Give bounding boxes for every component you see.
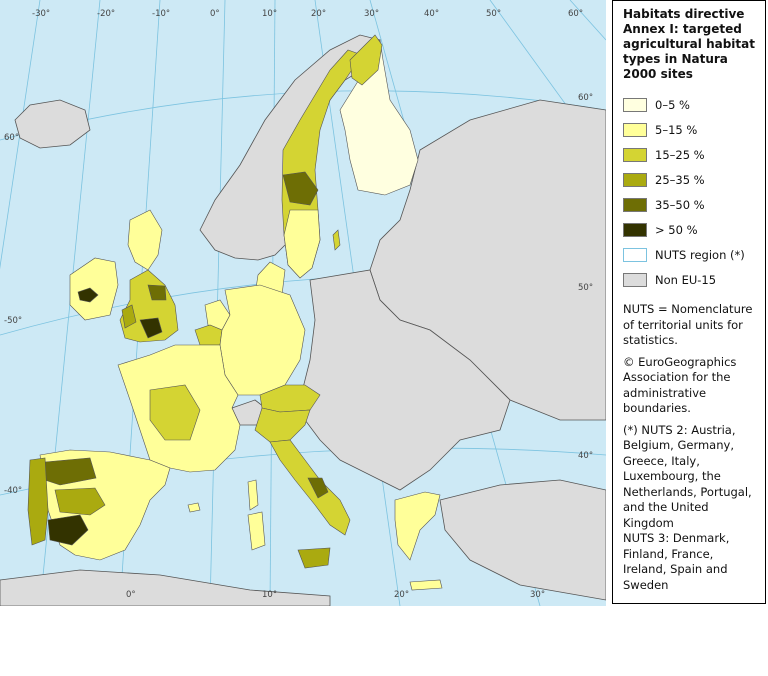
grid-label-left-2: -50° — [4, 316, 22, 326]
legend-swatch — [623, 122, 647, 137]
england-dark — [139, 317, 163, 339]
legend-swatch — [623, 97, 647, 112]
grid-label-top-6: 20° — [311, 9, 326, 19]
legend-row-15-25: 15–25 % — [623, 142, 757, 167]
grid-label-right-2: 50° — [578, 283, 593, 293]
finland — [339, 39, 419, 196]
grid-label-bottom-3: 20° — [394, 590, 409, 600]
note-nuts2: (*) NUTS 2: Austria, Belgium, Germany, G… — [623, 422, 752, 530]
portugal — [27, 457, 49, 546]
legend-label: 25–35 % — [655, 172, 705, 187]
legend-swatch — [623, 147, 647, 162]
grid-label-bottom-2: 10° — [262, 590, 277, 600]
grid-label-top-4: 0° — [210, 9, 220, 19]
italy-north — [254, 407, 311, 443]
france-mid — [149, 384, 201, 441]
grid-label-bottom-4: 30° — [530, 590, 545, 600]
sicily — [297, 547, 331, 569]
spain-central — [54, 487, 106, 516]
ireland — [69, 257, 119, 321]
legend-row-0-5: 0–5 % — [623, 92, 757, 117]
legend-label: 35–50 % — [655, 197, 705, 212]
legend-swatch — [623, 247, 647, 262]
legend-notes: NUTS = Nomenclature of territorial units… — [623, 302, 757, 593]
legend-row-nuts-region: NUTS region (*) — [623, 242, 757, 267]
grid-label-right-3: 40° — [578, 451, 593, 461]
grid-label-top-5: 10° — [262, 9, 277, 19]
grid-label-top-8: 40° — [424, 9, 439, 19]
grid-label-bottom-1: 0° — [126, 590, 136, 600]
grid-label-top-2: -20° — [97, 9, 115, 19]
legend-panel: Habitats directive Annex I: targeted agr… — [612, 0, 766, 604]
legend-label: NUTS region (*) — [655, 247, 745, 262]
grid-label-top-7: 30° — [364, 9, 379, 19]
wales — [121, 304, 137, 329]
legend-swatch — [623, 222, 647, 237]
spain-sw-dark — [47, 514, 89, 546]
balearics — [187, 502, 201, 513]
legend-row-25-35: 25–35 % — [623, 167, 757, 192]
graticule-labels: -30° -20° -10° 0° 10° 20° 30° 40° 50° 60… — [4, 9, 593, 600]
note-copyright: © EuroGeographics Association for the ad… — [623, 354, 737, 416]
sweden-dark — [282, 171, 319, 206]
iceland — [14, 99, 91, 149]
europe-map: -30° -20° -10° 0° 10° 20° 30° 40° 50° 60… — [0, 0, 606, 606]
uk-north-dark — [147, 284, 167, 301]
scotland — [127, 209, 163, 271]
ireland-dark — [77, 287, 99, 303]
legend-label: 0–5 % — [655, 97, 690, 112]
crete — [409, 579, 443, 591]
grid-label-top-1: -30° — [32, 9, 50, 19]
note-nuts3: NUTS 3: Denmark, Finland, France, Irelan… — [623, 531, 730, 592]
legend-swatch — [623, 172, 647, 187]
italy-dark — [307, 477, 329, 499]
greece — [394, 491, 441, 561]
grid-label-top-9: 50° — [486, 9, 501, 19]
grid-label-top-10: 60° — [568, 9, 583, 19]
grid-label-top-3: -10° — [152, 9, 170, 19]
legend-row-over-50: > 50 % — [623, 217, 757, 242]
sardinia — [247, 511, 266, 551]
turkey — [439, 479, 606, 601]
eu-regions — [27, 34, 443, 591]
grid-label-left-3: -40° — [4, 486, 22, 496]
north-africa — [0, 569, 331, 606]
legend-row-5-15: 5–15 % — [623, 117, 757, 142]
legend-swatch — [623, 197, 647, 212]
legend-label: 15–25 % — [655, 147, 705, 162]
italy — [269, 439, 351, 536]
gotland — [332, 229, 341, 251]
legend-label: Non EU-15 — [655, 272, 717, 287]
grid-label-right-1: 60° — [578, 93, 593, 103]
grid-label-left-1: 60° — [4, 133, 19, 143]
legend-row-non-eu15: Non EU-15 — [623, 267, 757, 292]
sweden-south — [283, 209, 321, 279]
finland-north — [349, 34, 383, 86]
corsica — [247, 479, 259, 511]
legend-swatch — [623, 272, 647, 287]
legend-title: Habitats directive Annex I: targeted agr… — [623, 7, 755, 81]
legend-label: 5–15 % — [655, 122, 698, 137]
legend-row-35-50: 35–50 % — [623, 192, 757, 217]
legend-label: > 50 % — [655, 222, 698, 237]
note-nuts-definition: NUTS = Nomenclature of territorial units… — [623, 302, 753, 347]
